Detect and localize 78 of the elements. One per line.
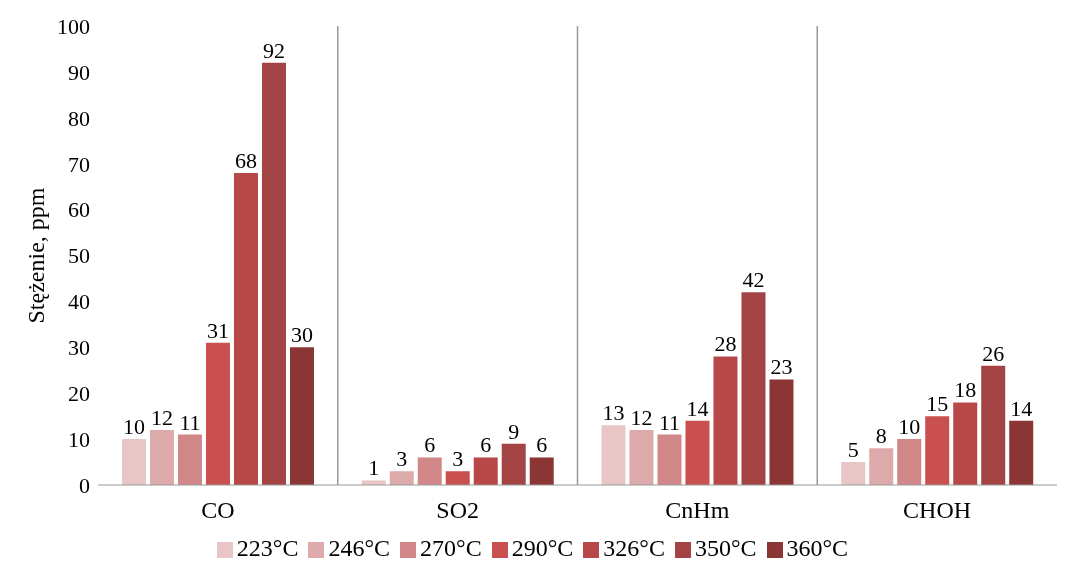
data-label: 14 (1010, 395, 1033, 421)
y-axis-title: Stężenie, ppm (22, 187, 49, 324)
x-tick-label: CO (201, 497, 235, 524)
data-label: 23 (770, 354, 793, 380)
data-label: 15 (926, 391, 949, 417)
bar (149, 429, 174, 485)
y-tick-label: 60 (68, 197, 90, 223)
legend-label: 270°C (420, 535, 482, 561)
bar (417, 457, 442, 485)
y-tick-label: 40 (68, 289, 90, 315)
data-label: 6 (424, 432, 436, 458)
data-label: 13 (602, 400, 625, 426)
legend-label: 326°C (603, 535, 665, 561)
bar (953, 402, 978, 485)
x-tick-label: CHOH (903, 497, 972, 524)
data-label: 18 (954, 377, 977, 403)
legend-label: 360°C (786, 535, 849, 561)
x-tick-label: SO2 (436, 497, 479, 524)
data-label: 12 (150, 404, 173, 430)
data-label: 3 (452, 446, 464, 472)
bar (657, 434, 682, 485)
y-tick-label: 90 (68, 59, 90, 85)
data-label: 26 (982, 340, 1005, 366)
y-tick-label: 100 (57, 13, 90, 39)
y-tick-label: 50 (68, 243, 90, 269)
legend-label: 246°C (328, 535, 391, 561)
bar (389, 471, 414, 485)
data-label: 12 (630, 404, 653, 430)
bar (261, 62, 286, 485)
data-label: 3 (396, 446, 408, 472)
bar (445, 471, 470, 485)
data-label: 1 (368, 455, 380, 481)
data-label: 42 (742, 267, 765, 293)
bar (869, 448, 894, 485)
bar (741, 292, 766, 485)
data-label: 6 (536, 432, 548, 458)
data-label: 28 (714, 331, 737, 357)
y-tick-label: 0 (79, 472, 90, 498)
data-label: 30 (290, 322, 313, 348)
bar (473, 457, 498, 485)
legend-label: 350°C (694, 535, 757, 561)
bar (601, 425, 626, 485)
y-tick-label: 70 (68, 151, 90, 177)
y-tick-label: 20 (68, 381, 90, 407)
bar (233, 172, 258, 485)
bar (1009, 420, 1034, 485)
legend-label: 290°C (511, 535, 574, 561)
bar (685, 420, 710, 485)
y-tick-label: 30 (68, 335, 90, 361)
data-label: 11 (658, 409, 681, 435)
bar (897, 439, 922, 485)
bar (205, 342, 230, 485)
x-tick-label: CnHm (665, 497, 730, 524)
data-label: 68 (234, 147, 257, 173)
bar (925, 416, 950, 485)
y-tick-label: 10 (68, 426, 90, 452)
data-label: 6 (480, 432, 492, 458)
data-label: 5 (847, 437, 859, 463)
bar (629, 429, 654, 485)
data-label: 9 (508, 418, 520, 444)
bar (289, 347, 314, 485)
data-label: 10 (122, 414, 145, 440)
legend-label: 223°C (236, 535, 299, 561)
bar (769, 379, 794, 485)
bar (121, 439, 146, 485)
data-label: 11 (179, 409, 201, 435)
data-label: 31 (206, 317, 229, 343)
bar (501, 443, 526, 485)
data-label: 8 (875, 423, 887, 449)
bar (529, 457, 554, 485)
data-label: 10 (898, 414, 921, 440)
bar (981, 365, 1006, 485)
bar (177, 434, 202, 485)
y-tick-label: 80 (68, 105, 90, 131)
bar (713, 356, 738, 485)
data-label: 92 (262, 37, 285, 63)
data-label: 14 (686, 395, 709, 421)
bar (841, 462, 866, 485)
